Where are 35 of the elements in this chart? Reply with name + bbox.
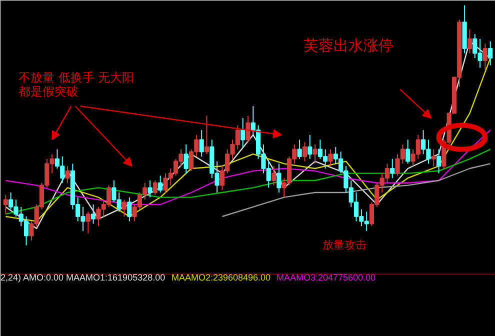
annotation: 放量攻击 bbox=[322, 238, 366, 252]
candlestick bbox=[328, 148, 333, 167]
candlestick bbox=[390, 158, 395, 179]
candlestick bbox=[297, 139, 302, 160]
text: 2,24) AMO:0.00 MAAMO1:161905328.00 bbox=[0, 272, 166, 282]
candlestick bbox=[152, 180, 158, 196]
candlestick bbox=[276, 163, 282, 193]
candlestick bbox=[467, 28, 472, 54]
text: MAAMO2:239608496.00 bbox=[172, 272, 271, 282]
candlestick bbox=[65, 166, 70, 184]
annotation: 芙蓉出水涨停 bbox=[304, 36, 394, 54]
candlestick bbox=[199, 130, 204, 157]
candlestick bbox=[436, 148, 442, 174]
candlestick bbox=[86, 211, 90, 234]
candlestick bbox=[127, 196, 132, 222]
candlestick bbox=[488, 40, 493, 66]
candlestick bbox=[3, 194, 8, 215]
candlestick bbox=[302, 142, 308, 162]
candlestick bbox=[312, 144, 318, 164]
annotation: 不放量 低换手 无大阳 bbox=[18, 70, 134, 84]
candlestick bbox=[308, 134, 312, 160]
candlestick bbox=[482, 43, 488, 71]
candlestick bbox=[240, 118, 246, 148]
text: MAAMO3:204775600.00 bbox=[276, 272, 376, 282]
candlestick bbox=[184, 144, 188, 174]
annotation: 都是假突破 bbox=[18, 84, 78, 98]
candlestick bbox=[158, 175, 163, 193]
candlestick bbox=[148, 180, 152, 198]
candlestick bbox=[204, 115, 210, 155]
candlestick bbox=[246, 115, 250, 143]
candlestick bbox=[271, 166, 276, 186]
candlestick bbox=[406, 139, 410, 164]
candlestick bbox=[431, 148, 436, 167]
candlestick bbox=[91, 204, 96, 224]
candlestick bbox=[122, 199, 127, 217]
